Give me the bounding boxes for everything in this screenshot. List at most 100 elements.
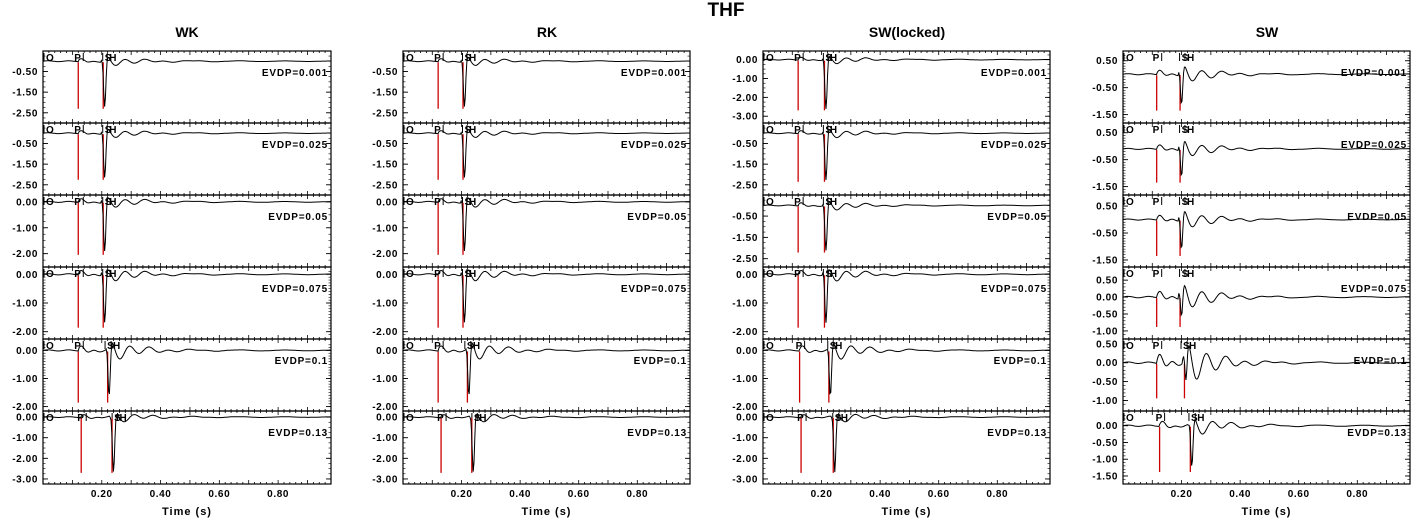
x-tick-label: 0.40: [1229, 489, 1251, 500]
y-tick-label: -1.50: [12, 160, 38, 171]
y-tick-label: -0.50: [12, 67, 38, 78]
y-tick-label: 0.00: [376, 413, 398, 424]
x-tick-label: 0.20: [91, 489, 113, 500]
row-frame: [1122, 338, 1411, 412]
y-tick-label: -0.50: [1092, 438, 1118, 449]
h-label: H: [120, 413, 127, 424]
row-frame: [762, 266, 1051, 340]
h-label: H: [830, 125, 837, 136]
panel-0: WK-0.50-1.50-2.50O P SHEVDP=0.001-0.50-1.5…: [12, 24, 332, 518]
trace-line: [1122, 284, 1410, 317]
row-frame: [402, 266, 691, 340]
y-tick-label: -1.50: [12, 88, 38, 99]
h-label: H: [109, 197, 116, 208]
y-tick-label: -1.50: [1092, 471, 1118, 482]
y-tick-label: -2.50: [732, 254, 758, 265]
row-frame: [42, 194, 332, 268]
y-tick-label: -2.50: [12, 180, 38, 191]
y-tick-label: 0.00: [16, 270, 38, 281]
origin-label: O: [406, 413, 414, 424]
h-label: H: [835, 341, 842, 352]
evdp-label: EVDP=0.05: [268, 212, 328, 223]
origin-label: O: [1126, 53, 1134, 64]
x-tick-label: 0.40: [869, 489, 891, 500]
trace-line: [402, 197, 690, 252]
evdp-label: EVDP=0.001: [1341, 68, 1407, 79]
row-frame: [1122, 410, 1411, 485]
y-tick-label: -1.00: [372, 433, 398, 444]
origin-label: O: [46, 269, 54, 280]
x-tick-label: 0.20: [1171, 489, 1193, 500]
row-frame: [762, 50, 1051, 124]
y-tick-label: 0.00: [16, 197, 38, 208]
p-label: P: [434, 53, 441, 64]
panel-3: SW0.50-0.50-1.50OPSHEVDP=0.0010.50-0.50-…: [1092, 24, 1411, 518]
x-tick-label: 0.80: [267, 489, 289, 500]
y-tick-label: 0.50: [1096, 56, 1118, 67]
h-label: H: [469, 125, 476, 136]
h-label: H: [1187, 53, 1194, 64]
evdp-label: EVDP=0.13: [987, 428, 1047, 439]
s-label: S: [105, 269, 112, 280]
x-axis-label: Time (s): [522, 506, 572, 518]
evdp-label: EVDP=0.001: [621, 68, 687, 79]
row-frame: [42, 266, 332, 340]
y-tick-label: -2.00: [372, 402, 398, 413]
h-label: H: [841, 413, 848, 424]
p-label: P: [74, 341, 81, 352]
s-label: S: [465, 125, 472, 136]
y-tick-label: -2.00: [12, 454, 38, 465]
y-tick-label: 0.00: [16, 346, 38, 357]
y-tick-label: 0.00: [16, 413, 38, 424]
trace-line: [42, 413, 331, 472]
y-tick-label: -1.00: [732, 433, 758, 444]
row-frame: [402, 194, 691, 268]
trace-line: [42, 129, 331, 178]
h-label: H: [830, 197, 837, 208]
origin-label: O: [766, 197, 774, 208]
origin-label: O: [406, 269, 414, 280]
y-tick-label: -1.00: [732, 374, 758, 385]
h-label: H: [1187, 197, 1194, 208]
x-axis-label: Time (s): [882, 506, 932, 518]
evdp-label: EVDP=0.075: [981, 284, 1047, 295]
y-tick-label: -0.50: [1092, 83, 1118, 94]
h-label: H: [109, 53, 116, 64]
y-tick-label: 0.00: [1096, 293, 1118, 304]
y-tick-label: -0.50: [12, 139, 38, 150]
y-tick-label: 0.00: [1096, 358, 1118, 369]
panels-group: WK-0.50-1.50-2.50O P SHEVDP=0.001-0.50-1.5…: [12, 24, 1411, 518]
origin-label: O: [1126, 125, 1134, 136]
x-tick-label: 0.20: [451, 489, 473, 500]
y-tick-label: -0.50: [732, 139, 758, 150]
y-tick-label: -2.00: [372, 327, 398, 338]
trace-line: [762, 56, 1050, 109]
row-frame: [402, 410, 691, 485]
evdp-label: EVDP=0.075: [621, 284, 687, 295]
trace-line: [402, 129, 690, 178]
y-tick-label: -0.50: [1092, 155, 1118, 166]
origin-label: O: [46, 413, 54, 424]
p-label: P: [74, 53, 81, 64]
origin-label: O: [46, 53, 54, 64]
figure-title: THF: [708, 0, 745, 21]
evdp-label: EVDP=0.025: [981, 140, 1047, 151]
evdp-label: EVDP=0.13: [627, 428, 687, 439]
origin-label: O: [1126, 197, 1134, 208]
y-tick-label: -2.50: [732, 180, 758, 191]
y-tick-label: -3.00: [732, 112, 758, 123]
y-tick-label: -1.50: [1092, 182, 1118, 193]
trace-line: [1122, 66, 1410, 105]
h-label: H: [1187, 125, 1194, 136]
p-label: P: [1153, 341, 1160, 352]
row-frame: [42, 410, 332, 485]
y-tick-label: -0.50: [372, 67, 398, 78]
origin-label: O: [406, 341, 414, 352]
s-label: S: [465, 53, 472, 64]
y-tick-label: 0.50: [1096, 276, 1118, 287]
